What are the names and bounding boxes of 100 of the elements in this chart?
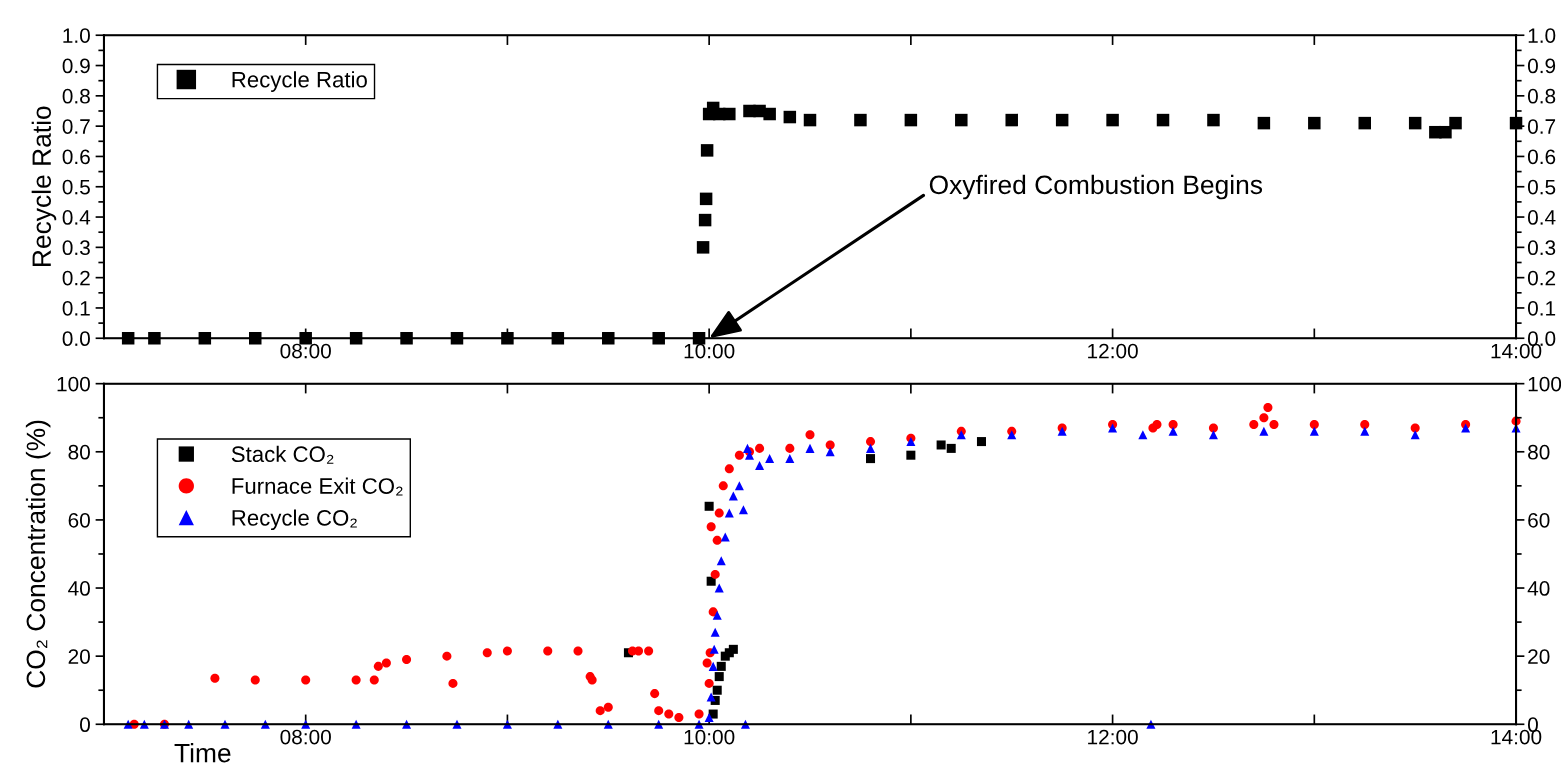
y2-tick-label: 0.5 <box>1527 179 1556 195</box>
legend-label: Stack CO₂ <box>231 445 334 464</box>
point <box>696 241 710 254</box>
point <box>1309 426 1319 436</box>
point <box>854 113 867 127</box>
y-tick-label: 100 <box>57 376 90 392</box>
point <box>712 610 722 620</box>
legend-label: Furnace Exit CO₂ <box>232 477 403 496</box>
y-tick-label: 1.0 <box>63 28 90 43</box>
y-axis-title: Recycle Ratio <box>31 106 57 266</box>
point <box>728 644 738 654</box>
point <box>652 332 665 345</box>
point <box>716 661 726 671</box>
point <box>976 437 986 447</box>
point <box>724 508 734 518</box>
point <box>785 454 795 464</box>
y-axis-title: CO₂ Concentration (%) <box>25 420 51 688</box>
y2-tick-label: 0.3 <box>1527 240 1556 256</box>
point <box>712 685 722 695</box>
y2-tick-label: 0.9 <box>1527 58 1556 74</box>
y2-tick-label: 20 <box>1528 649 1550 664</box>
point <box>803 113 817 127</box>
point <box>728 491 738 501</box>
y-tick-label: 60 <box>68 512 90 528</box>
y-tick-label: 0.6 <box>62 149 90 165</box>
point <box>765 454 775 464</box>
point <box>866 443 876 453</box>
point <box>1207 113 1220 127</box>
y2-tick-label: 0.4 <box>1527 210 1556 225</box>
y2-tick-label: 0.6 <box>1527 149 1556 165</box>
point <box>866 454 876 464</box>
y2-tick-label: 100 <box>1528 376 1561 392</box>
point <box>1308 116 1321 130</box>
point <box>1208 430 1218 440</box>
point <box>714 583 724 593</box>
legend-label: Recycle CO₂ <box>232 509 357 531</box>
y-tick-label: 0.2 <box>62 270 90 286</box>
point <box>1106 113 1119 127</box>
point <box>783 110 797 124</box>
point <box>708 661 718 671</box>
y2-tick-label: 60 <box>1528 512 1550 528</box>
x-tick-label: 10:00 <box>684 729 735 745</box>
x-tick-label: 08:00 <box>280 343 331 359</box>
y2-tick-label: 0.8 <box>1527 88 1556 104</box>
x-axis-title: Time <box>174 743 231 763</box>
point <box>738 505 748 515</box>
y-tick-label: 0.0 <box>62 331 90 347</box>
point <box>1408 116 1422 130</box>
x-tick-label: 08:00 <box>280 729 331 745</box>
point <box>706 576 716 586</box>
point <box>704 501 714 511</box>
point <box>148 332 161 345</box>
annotation: Oxyfired Combustion Begins <box>929 174 1263 200</box>
y-tick-label: 40 <box>68 581 90 596</box>
point <box>763 107 776 121</box>
point <box>698 213 712 227</box>
y-tick-label: 0.1 <box>62 300 90 316</box>
point <box>1005 113 1018 127</box>
point <box>602 332 615 345</box>
point <box>699 192 713 206</box>
x-tick-label: 12:00 <box>1088 343 1138 359</box>
y2-tick-label: 80 <box>1528 444 1550 460</box>
y2-tick-label: 0.2 <box>1527 270 1556 286</box>
point <box>1055 113 1069 127</box>
point <box>704 712 714 722</box>
point <box>946 443 956 453</box>
point <box>501 332 514 345</box>
point <box>1257 116 1271 130</box>
y2-tick-label: 0.1 <box>1527 300 1556 316</box>
point <box>1259 426 1269 436</box>
point <box>904 113 918 127</box>
y-tick-label: 0.8 <box>62 88 90 104</box>
point <box>1156 113 1170 127</box>
legend-label: Recycle Ratio <box>232 71 367 92</box>
point <box>1358 116 1371 130</box>
point <box>906 437 916 447</box>
point <box>1439 125 1452 139</box>
point <box>706 692 716 702</box>
y-tick-label: 0.4 <box>62 210 91 225</box>
point <box>1360 426 1370 436</box>
point <box>710 627 720 637</box>
point <box>805 443 815 453</box>
x-tick-label: 12:00 <box>1088 729 1138 745</box>
point <box>1168 426 1178 436</box>
y-tick-label: 0.5 <box>62 179 90 195</box>
point <box>755 460 765 470</box>
point <box>714 672 724 682</box>
point <box>1449 116 1462 130</box>
y-tick-label: 0.9 <box>62 58 90 74</box>
y-tick-label: 20 <box>68 649 90 664</box>
point <box>906 450 916 460</box>
y-tick-label: 80 <box>68 444 90 460</box>
y-tick-label: 0.7 <box>62 119 90 134</box>
point <box>955 113 968 127</box>
point <box>709 644 719 654</box>
point <box>249 332 262 345</box>
y2-tick-label: 0.7 <box>1527 119 1556 134</box>
y-tick-label: 0 <box>80 717 90 733</box>
y2-tick-label: 40 <box>1527 581 1550 596</box>
point <box>742 443 752 453</box>
